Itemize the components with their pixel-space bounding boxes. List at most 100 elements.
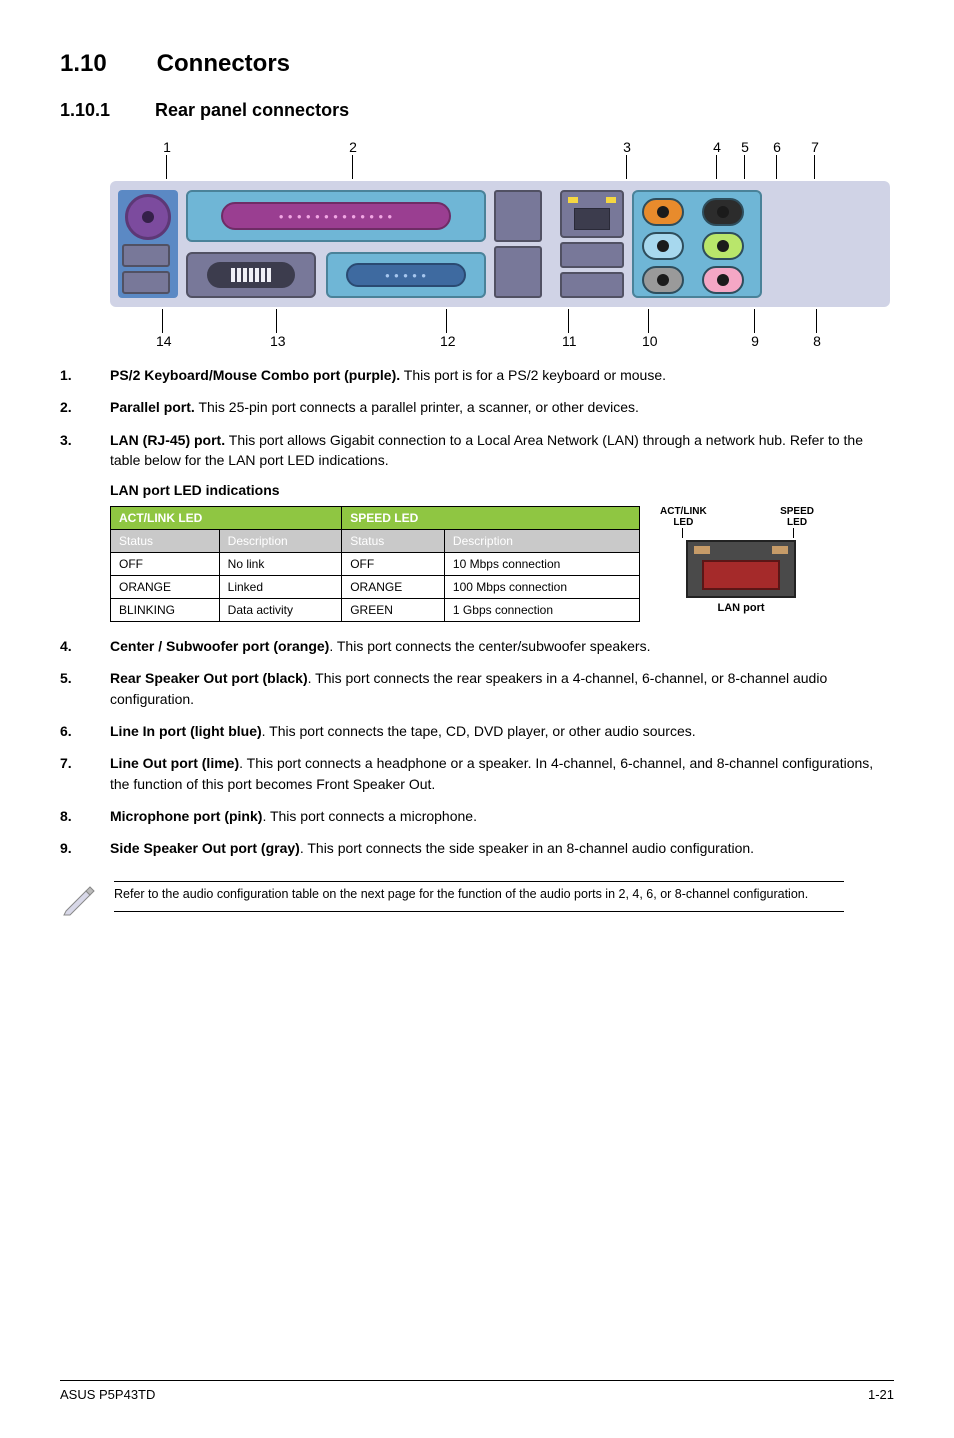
list-text: . This port connects the center/subwoofe… bbox=[329, 638, 650, 654]
table-header: ACT/LINK LED bbox=[111, 507, 342, 530]
list-strong: Line In port (light blue) bbox=[110, 723, 262, 739]
callout-number: 4 bbox=[710, 139, 724, 155]
list-number: 1. bbox=[60, 365, 98, 385]
callout-number: 10 bbox=[642, 333, 656, 349]
usb-port-icon bbox=[494, 190, 542, 242]
audio-jack-icon bbox=[642, 266, 684, 294]
parallel-port-icon: ● ● ● ● ● ● ● ● ● ● ● ● ● bbox=[186, 190, 486, 242]
usb-block bbox=[494, 190, 552, 298]
table-row: OFFNo linkOFF10 Mbps connection bbox=[111, 553, 640, 576]
callout-number: 14 bbox=[156, 333, 170, 349]
list-text: This port is for a PS/2 keyboard or mous… bbox=[400, 367, 666, 383]
pencil-icon bbox=[60, 881, 96, 924]
callout-number: 3 bbox=[620, 139, 634, 155]
list-text: . This port connects the tape, CD, DVD p… bbox=[262, 723, 696, 739]
list-strong: Parallel port. bbox=[110, 399, 195, 415]
callout-number: 7 bbox=[808, 139, 822, 155]
audio-jack-block bbox=[632, 190, 762, 298]
callout-number: 5 bbox=[738, 139, 752, 155]
lan-usb-block bbox=[560, 190, 624, 298]
ps2-usb-block bbox=[118, 190, 178, 298]
list-body: Parallel port. This 25-pin port connects… bbox=[110, 397, 894, 417]
list-number: 3. bbox=[60, 430, 98, 471]
led-label: ACT/LINK bbox=[660, 506, 707, 517]
table-cell: Data activity bbox=[219, 599, 342, 622]
list-strong: Rear Speaker Out port (black) bbox=[110, 670, 308, 686]
list-item: 8. Microphone port (pink). This port conn… bbox=[60, 806, 894, 826]
list-text: . This port connects a microphone. bbox=[262, 808, 477, 824]
table-row: ORANGELinkedORANGE100 Mbps connection bbox=[111, 576, 640, 599]
list-item: 4. Center / Subwoofer port (orange). This… bbox=[60, 636, 894, 656]
rj45-big-icon bbox=[686, 540, 796, 598]
note-block: Refer to the audio configuration table o… bbox=[60, 871, 894, 928]
list-strong: Side Speaker Out port (gray) bbox=[110, 840, 300, 856]
usb-port-icon bbox=[560, 242, 624, 268]
list-body: Rear Speaker Out port (black). This port… bbox=[110, 668, 894, 709]
audio-jack-icon bbox=[702, 232, 744, 260]
list-number: 9. bbox=[60, 838, 98, 858]
table-cell: ORANGE bbox=[111, 576, 220, 599]
list-body: Microphone port (pink). This port connec… bbox=[110, 806, 894, 826]
list-body: Line In port (light blue). This port con… bbox=[110, 721, 894, 741]
list-item: 7. Line Out port (lime). This port connec… bbox=[60, 753, 894, 794]
table-cell: No link bbox=[219, 553, 342, 576]
table-cell: ORANGE bbox=[342, 576, 445, 599]
usb-port-icon bbox=[494, 246, 542, 298]
led-label: SPEED bbox=[780, 506, 814, 517]
callout-number: 9 bbox=[748, 333, 762, 349]
lan-port-diagram: ACT/LINKLED SPEEDLED LAN port bbox=[656, 506, 826, 614]
table-cell: 100 Mbps connection bbox=[444, 576, 639, 599]
io-panel: ● ● ● ● ● ● ● ● ● ● ● ● ● ● ● ● ● ● bbox=[110, 181, 890, 307]
list-item: 9. Side Speaker Out port (gray). This por… bbox=[60, 838, 894, 858]
list-body: Line Out port (lime). This port connects… bbox=[110, 753, 894, 794]
list-item: 5. Rear Speaker Out port (black). This po… bbox=[60, 668, 894, 709]
ps2-port-icon bbox=[125, 194, 171, 240]
list-item: 6. Line In port (light blue). This port c… bbox=[60, 721, 894, 741]
rj45-port-icon bbox=[560, 190, 624, 238]
callout-number: 8 bbox=[810, 333, 824, 349]
callout-number: 12 bbox=[440, 333, 454, 349]
h2-title: Rear panel connectors bbox=[155, 100, 349, 120]
list-strong: Microphone port (pink) bbox=[110, 808, 262, 824]
list-number: 4. bbox=[60, 636, 98, 656]
callout-number: 11 bbox=[562, 333, 576, 349]
list-item: 2. Parallel port. This 25-pin port connec… bbox=[60, 397, 894, 417]
list-strong: LAN (RJ-45) port. bbox=[110, 432, 225, 448]
lan-caption: LAN port LED indications bbox=[110, 482, 894, 498]
note-text: Refer to the audio configuration table o… bbox=[114, 881, 844, 913]
callout-number: 1 bbox=[160, 139, 174, 155]
list-text: . This port connects the side speaker in… bbox=[300, 840, 754, 856]
list-number: 6. bbox=[60, 721, 98, 741]
callout-number: 2 bbox=[346, 139, 360, 155]
table-subheader: Description bbox=[444, 530, 639, 553]
list-number: 8. bbox=[60, 806, 98, 826]
list-number: 7. bbox=[60, 753, 98, 794]
audio-jack-icon bbox=[642, 232, 684, 260]
table-cell: GREEN bbox=[342, 599, 445, 622]
list-strong: Line Out port (lime) bbox=[110, 755, 239, 771]
table-cell: OFF bbox=[111, 553, 220, 576]
list-number: 2. bbox=[60, 397, 98, 417]
led-label: LED bbox=[787, 517, 807, 528]
callout-number: 6 bbox=[770, 139, 784, 155]
footer-left: ASUS P5P43TD bbox=[60, 1387, 155, 1402]
list-body: Center / Subwoofer port (orange). This p… bbox=[110, 636, 894, 656]
list-number: 5. bbox=[60, 668, 98, 709]
table-cell: 10 Mbps connection bbox=[444, 553, 639, 576]
vga-port-icon: ● ● ● ● ● bbox=[326, 252, 486, 298]
audio-jack-icon bbox=[702, 198, 744, 226]
table-cell: 1 Gbps connection bbox=[444, 599, 639, 622]
list-item: 3. LAN (RJ-45) port. This port allows Gig… bbox=[60, 430, 894, 471]
serial-port-icon bbox=[186, 252, 316, 298]
page-footer: ASUS P5P43TD 1-21 bbox=[60, 1380, 894, 1402]
list-body: LAN (RJ-45) port. This port allows Gigab… bbox=[110, 430, 894, 471]
list-item: 1.PS/2 Keyboard/Mouse Combo port (purple… bbox=[60, 365, 894, 385]
parallel-vga-block: ● ● ● ● ● ● ● ● ● ● ● ● ● ● ● ● ● ● bbox=[186, 190, 486, 298]
list-body: Side Speaker Out port (gray). This port … bbox=[110, 838, 894, 858]
table-cell: Linked bbox=[219, 576, 342, 599]
usb-port-icon bbox=[560, 272, 624, 298]
h1-num: 1.10 bbox=[60, 50, 150, 78]
list-strong: Center / Subwoofer port (orange) bbox=[110, 638, 329, 654]
h1-title: Connectors bbox=[157, 50, 290, 77]
table-cell: OFF bbox=[342, 553, 445, 576]
